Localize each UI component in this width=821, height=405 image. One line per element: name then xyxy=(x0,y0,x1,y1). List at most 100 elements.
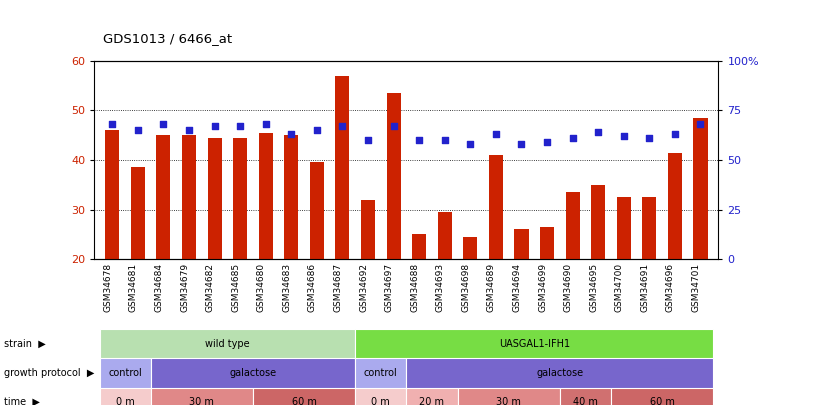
Bar xyxy=(208,138,222,259)
Point xyxy=(617,133,631,139)
Text: wild type: wild type xyxy=(205,339,250,349)
Bar xyxy=(667,153,682,259)
Text: GSM34686: GSM34686 xyxy=(308,263,317,312)
Point xyxy=(131,127,144,134)
Text: UASGAL1-IFH1: UASGAL1-IFH1 xyxy=(498,339,570,349)
Text: galactose: galactose xyxy=(536,368,584,378)
Bar xyxy=(387,93,401,259)
Point xyxy=(464,141,477,147)
Text: GSM34684: GSM34684 xyxy=(154,263,163,312)
Text: GSM34691: GSM34691 xyxy=(640,263,649,312)
Text: GDS1013 / 6466_at: GDS1013 / 6466_at xyxy=(103,32,232,45)
Bar xyxy=(259,133,273,259)
FancyBboxPatch shape xyxy=(99,358,151,388)
FancyBboxPatch shape xyxy=(99,329,355,358)
FancyBboxPatch shape xyxy=(406,358,713,388)
Text: GSM34689: GSM34689 xyxy=(487,263,496,312)
Point xyxy=(182,127,195,134)
Bar xyxy=(233,138,247,259)
Bar xyxy=(438,212,452,259)
Text: control: control xyxy=(364,368,397,378)
Bar xyxy=(591,185,605,259)
Text: 40 m: 40 m xyxy=(573,397,598,405)
Point xyxy=(106,121,119,128)
Bar xyxy=(336,76,350,259)
Text: 0 m: 0 m xyxy=(371,397,390,405)
Text: strain  ▶: strain ▶ xyxy=(4,339,46,349)
Point xyxy=(234,123,247,130)
Point xyxy=(413,137,426,143)
Point xyxy=(336,123,349,130)
Text: GSM34685: GSM34685 xyxy=(232,263,241,312)
Text: 20 m: 20 m xyxy=(420,397,444,405)
Text: GSM34696: GSM34696 xyxy=(666,263,675,312)
Text: 60 m: 60 m xyxy=(291,397,317,405)
FancyBboxPatch shape xyxy=(151,388,253,405)
Point xyxy=(259,121,273,128)
Text: 30 m: 30 m xyxy=(496,397,521,405)
Text: GSM34695: GSM34695 xyxy=(589,263,599,312)
Bar xyxy=(488,155,503,259)
Text: GSM34678: GSM34678 xyxy=(103,263,112,312)
Text: GSM34688: GSM34688 xyxy=(410,263,420,312)
Text: time  ▶: time ▶ xyxy=(4,397,40,405)
FancyBboxPatch shape xyxy=(253,388,355,405)
FancyBboxPatch shape xyxy=(355,358,406,388)
Bar xyxy=(361,200,375,259)
Point xyxy=(438,137,452,143)
Text: control: control xyxy=(108,368,142,378)
Text: GSM34687: GSM34687 xyxy=(333,263,342,312)
Point xyxy=(540,139,553,145)
Point xyxy=(694,121,707,128)
Text: GSM34683: GSM34683 xyxy=(282,263,291,312)
Text: 0 m: 0 m xyxy=(116,397,135,405)
Text: galactose: galactose xyxy=(229,368,277,378)
Text: GSM34681: GSM34681 xyxy=(129,263,138,312)
Point xyxy=(489,131,502,137)
Text: GSM34701: GSM34701 xyxy=(691,263,700,312)
Text: GSM34697: GSM34697 xyxy=(384,263,393,312)
Point xyxy=(361,137,374,143)
Point xyxy=(643,135,656,141)
Point xyxy=(157,121,170,128)
Point xyxy=(592,129,605,135)
Bar xyxy=(642,197,656,259)
Bar xyxy=(182,135,196,259)
Bar xyxy=(157,135,171,259)
Point xyxy=(566,135,579,141)
FancyBboxPatch shape xyxy=(611,388,713,405)
Bar xyxy=(694,118,708,259)
Point xyxy=(310,127,323,134)
Text: GSM34690: GSM34690 xyxy=(563,263,572,312)
Text: GSM34700: GSM34700 xyxy=(615,263,624,312)
FancyBboxPatch shape xyxy=(355,388,406,405)
Bar xyxy=(566,192,580,259)
Point xyxy=(668,131,681,137)
Bar xyxy=(412,234,426,259)
Bar xyxy=(617,197,631,259)
Text: GSM34694: GSM34694 xyxy=(512,263,521,312)
Text: GSM34679: GSM34679 xyxy=(180,263,189,312)
Text: GSM34698: GSM34698 xyxy=(461,263,470,312)
Text: GSM34692: GSM34692 xyxy=(359,263,368,312)
Text: growth protocol  ▶: growth protocol ▶ xyxy=(4,368,94,378)
FancyBboxPatch shape xyxy=(457,388,560,405)
Point xyxy=(387,123,400,130)
Text: GSM34680: GSM34680 xyxy=(257,263,266,312)
FancyBboxPatch shape xyxy=(560,388,611,405)
Point xyxy=(285,131,298,137)
Bar xyxy=(310,162,324,259)
Text: 60 m: 60 m xyxy=(649,397,675,405)
Text: GSM34699: GSM34699 xyxy=(538,263,547,312)
FancyBboxPatch shape xyxy=(355,329,713,358)
Point xyxy=(208,123,221,130)
Text: GSM34693: GSM34693 xyxy=(436,263,445,312)
Bar xyxy=(105,130,119,259)
Bar xyxy=(515,229,529,259)
Point xyxy=(515,141,528,147)
Text: GSM34682: GSM34682 xyxy=(205,263,214,312)
FancyBboxPatch shape xyxy=(151,358,355,388)
Bar xyxy=(463,237,477,259)
Text: 30 m: 30 m xyxy=(190,397,214,405)
Bar xyxy=(284,135,298,259)
